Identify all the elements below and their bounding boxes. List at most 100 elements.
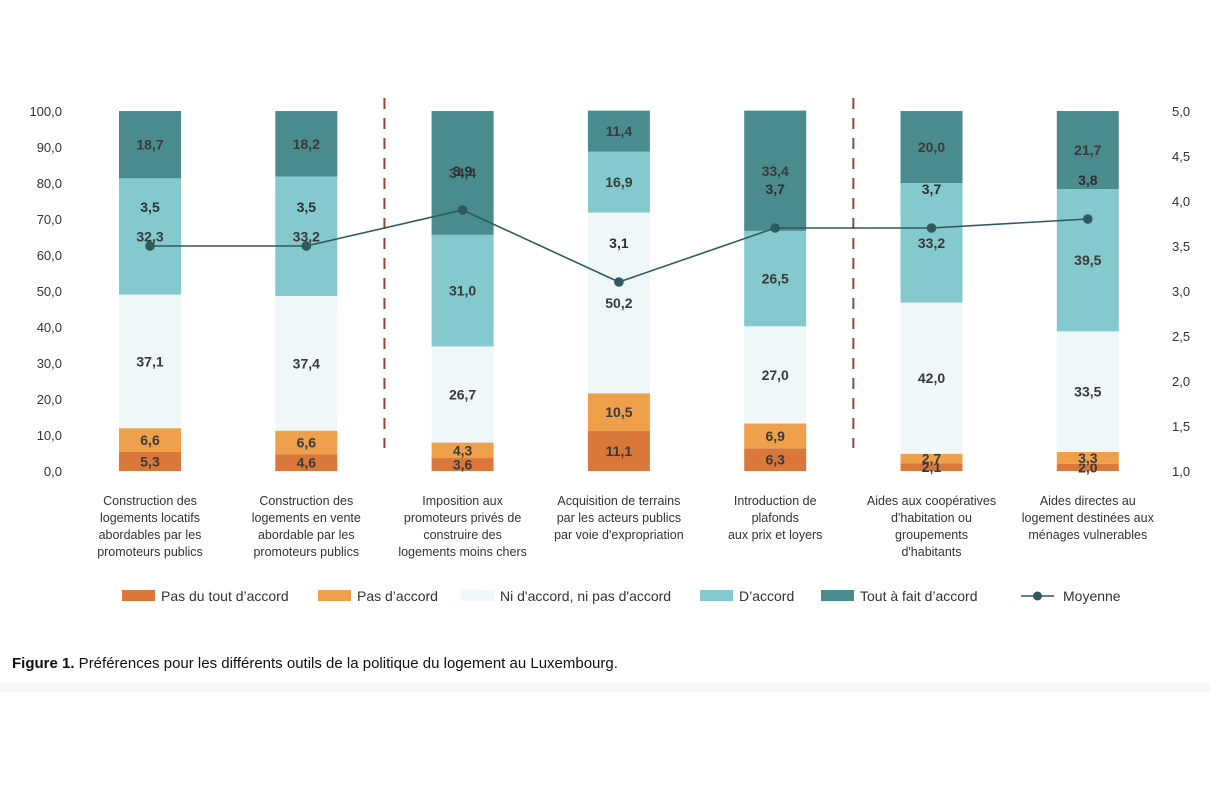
average-point-7 bbox=[1083, 214, 1093, 224]
bar-value-label-5-cat-7: 21,7 bbox=[1074, 142, 1101, 158]
bar-segment-2-cat-4 bbox=[587, 393, 650, 432]
right-axis-tick-5: 3,0 bbox=[1172, 284, 1190, 299]
right-axis-tick-2: 1,5 bbox=[1172, 419, 1190, 434]
bar-value-label-2-cat-5: 6,9 bbox=[765, 428, 785, 444]
category-label-7: Aides directes au logement destinées aux m… bbox=[1022, 494, 1155, 542]
bar-segment-2-cat-5 bbox=[744, 423, 807, 449]
left-axis-tick-11: 100,0 bbox=[29, 104, 62, 119]
category-label-6: Aides aux coopératives d'habitation ou gro… bbox=[867, 494, 996, 559]
legend-swatch-4 bbox=[700, 590, 733, 601]
category-label-1: Construction des logements locatifs aborda… bbox=[97, 494, 203, 559]
bar-value-label-1-cat-4: 11,1 bbox=[606, 443, 633, 459]
legend-swatch-3 bbox=[461, 590, 494, 601]
bar-segment-5-cat-6 bbox=[900, 111, 963, 183]
average-label-1: 3,5 bbox=[140, 199, 160, 215]
bar-segment-4-cat-5 bbox=[744, 230, 807, 327]
figure-caption: Figure 1. Préférences pour les différent… bbox=[12, 655, 618, 672]
bar-segment-4-cat-4 bbox=[587, 151, 650, 213]
bar-value-label-5-cat-3: 34,4 bbox=[449, 165, 476, 181]
legend-label-5: Tout à fait d’accord bbox=[860, 588, 978, 604]
right-axis-tick-4: 2,5 bbox=[1172, 329, 1190, 344]
bar-value-label-4-cat-2: 33,2 bbox=[293, 228, 320, 244]
bar-value-label-5-cat-6: 20,0 bbox=[918, 139, 945, 155]
bar-value-label-4-cat-4: 16,9 bbox=[605, 174, 632, 190]
bar-segment-2-cat-2 bbox=[275, 430, 338, 455]
bar-segment-4-cat-3 bbox=[431, 234, 494, 347]
bar-value-label-1-cat-5: 6,3 bbox=[765, 452, 785, 468]
bar-segment-3-cat-3 bbox=[431, 346, 494, 443]
bar-value-label-4-cat-6: 33,2 bbox=[918, 235, 945, 251]
figure-caption-text: Préférences pour les différents outils d… bbox=[74, 655, 618, 672]
bar-value-label-3-cat-6: 42,0 bbox=[918, 370, 945, 386]
footer-band bbox=[0, 682, 1210, 692]
bar-segment-2-cat-6 bbox=[900, 453, 963, 464]
bar-value-label-3-cat-7: 33,5 bbox=[1074, 384, 1101, 400]
bar-segment-1-cat-4 bbox=[587, 431, 650, 471]
left-axis-tick-2: 10,0 bbox=[37, 428, 62, 443]
right-axis-tick-8: 4,5 bbox=[1172, 149, 1190, 164]
bar-segment-5-cat-4 bbox=[587, 110, 650, 152]
legend-label-1: Pas du tout d’accord bbox=[161, 588, 289, 604]
bar-segment-3-cat-2 bbox=[275, 296, 338, 431]
average-label-3: 3,9 bbox=[453, 163, 473, 179]
bar-segment-1-cat-6 bbox=[900, 463, 963, 471]
bar-value-label-1-cat-2: 4,6 bbox=[297, 455, 317, 471]
bars-layer: 5,36,637,132,318,74,66,637,433,218,23,64… bbox=[119, 110, 1119, 475]
bar-value-label-3-cat-4: 50,2 bbox=[605, 295, 632, 311]
bar-segment-3-cat-7 bbox=[1056, 331, 1119, 452]
bar-value-label-2-cat-7: 3,3 bbox=[1078, 450, 1098, 466]
legend-swatch-1 bbox=[122, 590, 155, 601]
average-point-3 bbox=[457, 205, 468, 215]
average-label-6: 3,7 bbox=[922, 181, 942, 197]
bar-value-label-3-cat-3: 26,7 bbox=[449, 387, 476, 403]
left-axis-tick-4: 30,0 bbox=[37, 356, 62, 371]
bar-value-label-5-cat-1: 18,7 bbox=[136, 137, 163, 153]
axes-layer: 0,0 10,0 20,0 30,0 40,0 50,0 60,0 70,0 80,0 90,0 1… bbox=[29, 104, 1190, 479]
legend-label-4: D’accord bbox=[739, 588, 794, 604]
bar-segment-3-cat-5 bbox=[744, 326, 807, 424]
right-axis-tick-3: 2,0 bbox=[1172, 374, 1190, 389]
average-label-4: 3,1 bbox=[609, 235, 629, 251]
bar-segment-5-cat-7 bbox=[1056, 111, 1119, 190]
bar-segment-5-cat-5 bbox=[744, 110, 807, 231]
legend-swatch-2 bbox=[318, 590, 351, 601]
bar-segment-5-cat-1 bbox=[119, 111, 181, 179]
bar-value-label-5-cat-5: 33,4 bbox=[762, 163, 789, 179]
category-label-2: Construction des logements en vente aborda… bbox=[252, 494, 361, 559]
average-label-7: 3,8 bbox=[1078, 172, 1098, 188]
bar-segment-1-cat-2 bbox=[275, 454, 338, 471]
bar-value-label-3-cat-5: 27,0 bbox=[762, 367, 789, 383]
bar-segment-4-cat-6 bbox=[900, 183, 963, 303]
left-axis-tick-3: 20,0 bbox=[37, 392, 62, 407]
left-axis-tick-6: 50,0 bbox=[37, 284, 62, 299]
average-point-1 bbox=[145, 241, 155, 251]
left-axis-tick-5: 40,0 bbox=[37, 320, 62, 335]
average-label-2: 3,5 bbox=[297, 199, 317, 215]
bar-value-label-3-cat-2: 37,4 bbox=[293, 355, 320, 371]
bar-value-label-4-cat-5: 26,5 bbox=[762, 271, 789, 287]
left-axis-tick-8: 70,0 bbox=[37, 212, 62, 227]
left-axis-tick-10: 90,0 bbox=[37, 140, 62, 155]
bar-value-label-4-cat-7: 39,5 bbox=[1074, 252, 1101, 268]
legend-label-3: Ni d'accord, ni pas d'accord bbox=[500, 588, 671, 604]
average-point-2 bbox=[301, 241, 312, 251]
bar-value-label-5-cat-4: 11,4 bbox=[606, 123, 633, 139]
bar-value-label-4-cat-3: 31,0 bbox=[449, 283, 476, 299]
left-axis-tick-7: 60,0 bbox=[37, 248, 62, 263]
legend-label-2: Pas d’accord bbox=[357, 588, 438, 604]
bar-segment-3-cat-4 bbox=[587, 212, 650, 394]
category-labels: Construction des logements locatifs aborda… bbox=[97, 494, 1154, 559]
category-label-4: Acquisition de terrains par les acteurs p… bbox=[554, 494, 684, 542]
category-label-5: Introduction de plafonds aux prix et loyer… bbox=[728, 494, 822, 542]
left-axis-tick-9: 80,0 bbox=[37, 176, 62, 191]
bar-value-label-2-cat-6: 2,7 bbox=[922, 451, 942, 467]
average-point-4 bbox=[614, 277, 624, 287]
bar-value-label-2-cat-4: 10,5 bbox=[605, 404, 632, 420]
bar-value-label-1-cat-3: 3,6 bbox=[453, 457, 473, 473]
bar-segment-3-cat-6 bbox=[900, 302, 963, 454]
bar-segment-4-cat-1 bbox=[119, 178, 181, 295]
bar-value-label-2-cat-1: 6,6 bbox=[140, 432, 160, 448]
bar-value-label-2-cat-2: 6,6 bbox=[297, 435, 317, 451]
bar-value-label-3-cat-1: 37,1 bbox=[136, 353, 163, 369]
